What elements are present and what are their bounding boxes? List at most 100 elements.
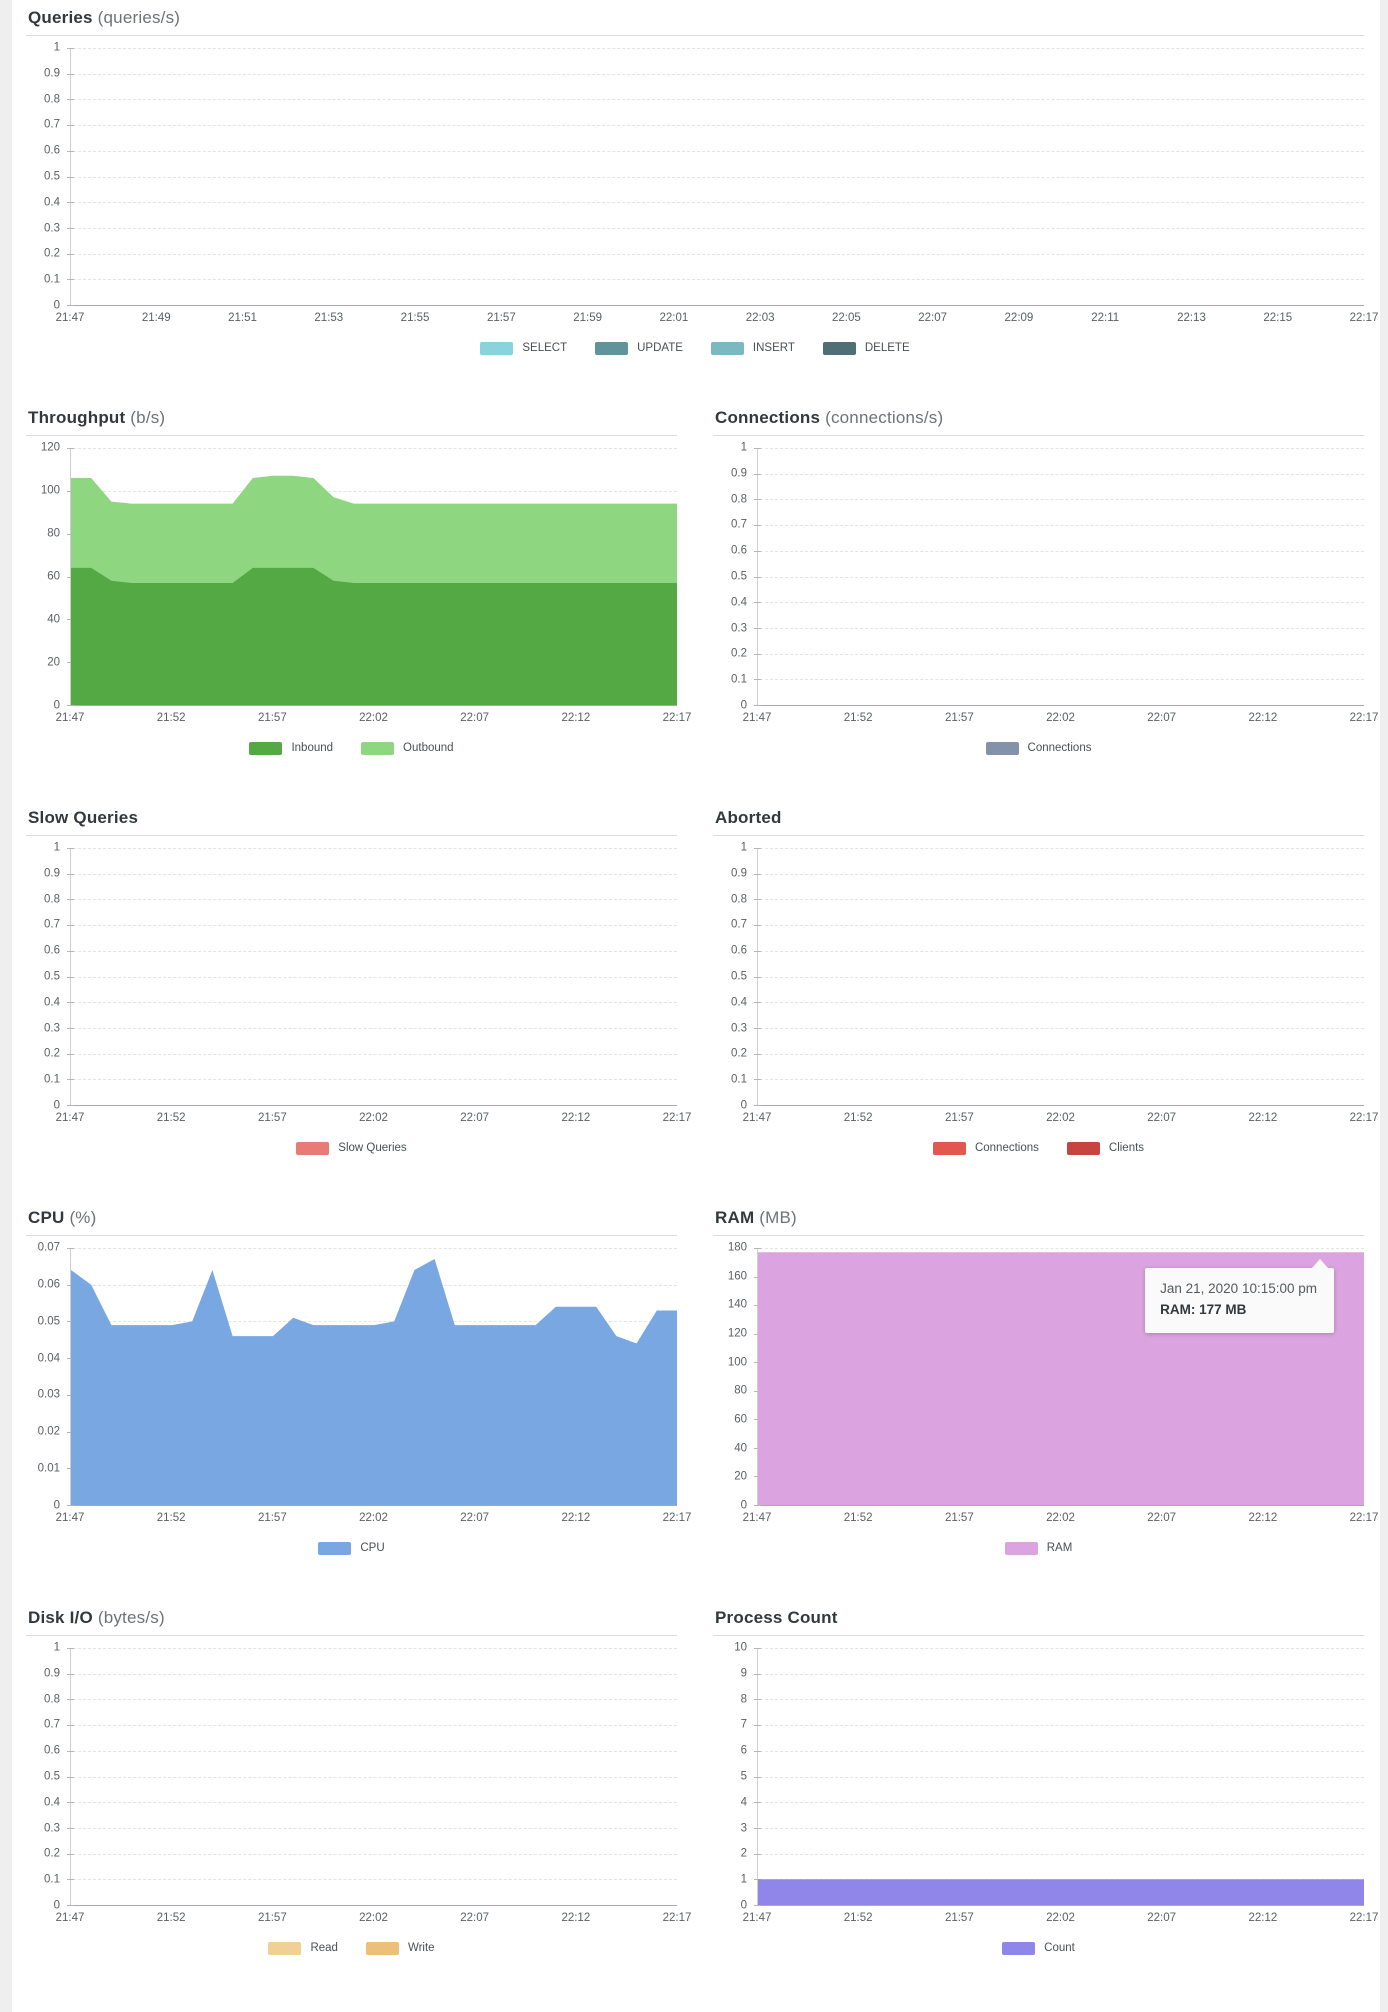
y-tick-label: 5	[740, 1770, 747, 1783]
legend-item-select[interactable]: SELECT	[480, 341, 567, 355]
gridline	[73, 227, 1364, 229]
y-tick-label: 180	[727, 1241, 747, 1254]
y-tick-label: 0.7	[44, 918, 60, 931]
chart-plot-area: 1 0.9 0.8 0.7 0.6 0.5 0.4 0.3 0.2 0.1 0	[713, 842, 1364, 1111]
x-tick-label: 21:52	[843, 712, 873, 724]
y-tick-mark	[754, 1419, 761, 1421]
series-svg	[71, 1259, 677, 1505]
gridline	[73, 1699, 677, 1701]
gridline	[73, 176, 1364, 178]
y-tick-mark	[67, 1750, 74, 1752]
y-tick-label: 0.6	[44, 1744, 60, 1757]
legend-item-write[interactable]: Write	[365, 1941, 435, 1955]
legend-item-slow-queries[interactable]: Slow Queries	[296, 1141, 407, 1155]
y-tick-mark	[67, 1248, 74, 1249]
legend-item-count[interactable]: Count	[1002, 1941, 1075, 1955]
x-tick-label: 22:02	[359, 1112, 388, 1124]
chart-title: Slow Queries	[26, 808, 677, 836]
x-tick-label: 22:17	[662, 1912, 692, 1924]
legend-label: Connections	[974, 1142, 1039, 1154]
monitoring-dashboard: Queries (queries/s) 1 0.9 0.8 0.7 0.6 0.5 0.4 0…	[12, 0, 1380, 2012]
y-tick-mark	[67, 253, 74, 255]
legend-item-delete[interactable]: DELETE	[822, 341, 910, 355]
x-tick-label: 22:15	[1263, 312, 1293, 324]
legend-item-inbound[interactable]: Inbound	[249, 741, 333, 755]
legend-item-update[interactable]: UPDATE	[595, 341, 683, 355]
series-svg	[71, 475, 677, 705]
x-tick-label: 21:52	[843, 1912, 873, 1924]
chart-canvas: 1 0.9 0.8 0.7 0.6 0.5 0.4 0.3 0.2 0.1 0 21:47 21:52 2…	[26, 842, 691, 1156]
chart-title: RAM (MB)	[713, 1208, 1364, 1236]
chart-canvas: 0.07 0.06 0.05 0.04 0.03 0.02 0.01 0 21:47 21:52 2…	[26, 1242, 691, 1556]
y-tick-mark	[67, 925, 74, 927]
gridline	[73, 1248, 677, 1249]
plot-region[interactable]	[67, 1648, 677, 1906]
y-axis: 120 100 80 60 40 20 0	[26, 442, 70, 711]
legend-item-insert[interactable]: INSERT	[710, 341, 795, 355]
plot-region[interactable]	[754, 1648, 1364, 1906]
chart-plot-area: 0.07 0.06 0.05 0.04 0.03 0.02 0.01 0	[26, 1242, 677, 1511]
y-tick-label: 0.1	[731, 1073, 747, 1086]
chart-title-text: Slow Queries	[28, 808, 139, 827]
x-tick-label: 22:02	[359, 712, 388, 724]
y-tick-mark	[67, 1905, 74, 1906]
legend-swatch	[296, 1141, 330, 1155]
plot-region[interactable]	[754, 848, 1364, 1106]
plot-region[interactable]	[67, 448, 677, 706]
chart-unit: (MB)	[759, 1208, 797, 1227]
plot-region[interactable]: Jan 21, 2020 10:15:00 pm RAM: 177 MB	[754, 1248, 1364, 1506]
y-tick-mark	[67, 976, 74, 978]
y-tick-mark	[67, 1321, 74, 1323]
gridline	[73, 1776, 677, 1778]
y-tick-label: 0.5	[731, 570, 747, 583]
gridline	[73, 490, 677, 492]
legend-swatch	[932, 1141, 966, 1155]
chart-ram: RAM (MB) 180 160 140 120 100 80 60 40 20 0 Jan 21,…	[713, 1208, 1378, 1556]
y-tick-label: 0.8	[44, 92, 60, 105]
y-tick-mark	[67, 1431, 74, 1433]
legend-item-connections[interactable]: Connections	[932, 1141, 1039, 1155]
legend-label: Read	[310, 1942, 338, 1954]
y-tick-mark	[754, 1802, 761, 1804]
legend-item-read[interactable]: Read	[268, 1941, 338, 1955]
gridline	[73, 925, 677, 927]
gridline	[760, 525, 1364, 527]
chart-plot-area: 1 0.9 0.8 0.7 0.6 0.5 0.4 0.3 0.2 0.1 0	[26, 842, 677, 1111]
chart-aborted: Aborted 1 0.9 0.8 0.7 0.6 0.5 0.4 0.3 0.2 0.1 0 21:…	[713, 808, 1378, 1156]
legend-item-cpu[interactable]: CPU	[318, 1541, 385, 1555]
legend-item-clients[interactable]: Clients	[1066, 1141, 1144, 1155]
chart-cpu: CPU (%) 0.07 0.06 0.05 0.04 0.03 0.02 0.01 0 21:…	[26, 1208, 691, 1556]
plot-region[interactable]	[67, 48, 1364, 306]
chart-unit: (b/s)	[130, 408, 166, 427]
gridline	[760, 1725, 1364, 1727]
y-tick-label: 0.8	[44, 1692, 60, 1705]
series-count-area	[758, 1879, 1364, 1905]
x-tick-label: 21:47	[55, 712, 85, 724]
x-tick-label: 21:52	[843, 1112, 873, 1124]
chart-unit: (bytes/s)	[97, 1608, 165, 1627]
x-tick-label: 22:11	[1091, 312, 1120, 324]
y-tick-mark	[67, 1002, 74, 1004]
y-tick-mark	[67, 279, 74, 281]
plot-region[interactable]	[67, 848, 677, 1106]
x-tick-label: 22:07	[460, 1912, 490, 1924]
y-tick-label: 0.5	[44, 970, 60, 983]
y-tick-label: 40	[734, 1441, 747, 1454]
legend-item-connections[interactable]: Connections	[985, 741, 1091, 755]
plot-region[interactable]	[754, 448, 1364, 706]
legend-item-ram[interactable]: RAM	[1004, 1541, 1073, 1555]
legend-label: RAM	[1046, 1542, 1073, 1554]
y-tick-label: 80	[734, 1384, 747, 1397]
y-tick-label: 0.6	[44, 144, 60, 157]
chart-title-text: Queries	[28, 8, 93, 27]
y-tick-label: 0.9	[731, 467, 747, 480]
plot-region[interactable]	[67, 1248, 677, 1506]
y-tick-mark	[67, 533, 74, 535]
gridline	[73, 48, 1364, 49]
y-tick-label: 0.4	[44, 996, 60, 1009]
y-tick-mark	[67, 1725, 74, 1727]
legend-item-outbound[interactable]: Outbound	[361, 741, 454, 755]
y-tick-mark	[754, 679, 761, 681]
x-axis: 21:47 21:52 21:57 22:02 22:07 22:12 22:17	[56, 712, 692, 730]
x-tick-label: 21:47	[55, 1512, 85, 1524]
